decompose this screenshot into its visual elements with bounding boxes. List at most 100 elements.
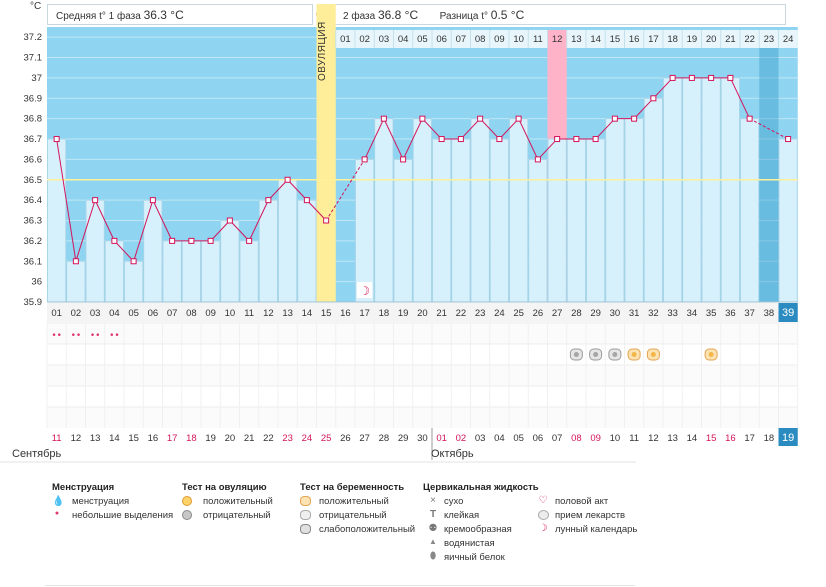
legend-ovulation-negative: отрицательный [203, 510, 271, 521]
series-segment [653, 77, 673, 99]
data-point [592, 136, 599, 143]
y-tick-label: 36.4 [24, 195, 43, 206]
data-point [207, 237, 214, 244]
cycle-day-label: 18 [379, 308, 390, 319]
data-point [226, 217, 233, 224]
series-segment [268, 179, 288, 201]
temperature-column [393, 159, 413, 303]
cycle-day-row [47, 303, 798, 322]
post-ovulation-day-label: 11 [533, 34, 543, 45]
post-ovulation-day-label: 07 [456, 34, 467, 45]
today-marker [778, 428, 798, 446]
temperature-column [124, 260, 144, 303]
date-label: 19 [782, 432, 794, 444]
date-label: 26 [340, 433, 351, 444]
legend-menstruation-item: менструация [72, 496, 130, 507]
pregnancy-weak-icon [300, 524, 311, 534]
data-point [53, 136, 60, 143]
temperature-column [720, 77, 740, 303]
temperature-column [297, 199, 317, 303]
cycle-day-label: 24 [494, 308, 505, 319]
legend-cervical-watery: водянистая [444, 538, 495, 549]
phase1-summary: Средняя t° 1 фаза 36.3 °C [47, 4, 313, 25]
cycle-day-label: 16 [340, 308, 351, 319]
cycle-day-label: 05 [128, 308, 139, 319]
y-tick-label: 37.2 [24, 32, 43, 43]
post-ovulation-day-label: 02 [359, 34, 370, 45]
series-segment [229, 220, 250, 242]
series-segment [306, 199, 327, 221]
post-ovulation-day-label: 24 [783, 34, 794, 45]
y-tick-label: 37 [31, 73, 42, 84]
moon-marker-icon: ☽ [359, 284, 370, 298]
pregnancy-test-dot [650, 352, 656, 357]
temperature-column [143, 199, 163, 303]
intercourse-icon: ♡ [538, 495, 548, 506]
cycle-day-label: 12 [263, 308, 274, 319]
series-segment [633, 97, 654, 120]
date-label: 16 [148, 433, 159, 444]
legend-ovulation-positive: положительный [203, 496, 273, 507]
data-point [515, 115, 522, 122]
date-label: 10 [610, 433, 621, 444]
date-label: 28 [379, 433, 390, 444]
temperature-column [682, 77, 702, 303]
data-point [688, 74, 695, 81]
date-label: 17 [744, 433, 755, 444]
date-label: 18 [186, 433, 197, 444]
cycle-day-label: 21 [436, 308, 447, 319]
data-point [573, 136, 580, 143]
legend-ovulation-test-title: Тест на овуляцию [182, 482, 267, 493]
menstruation-mark: •• [109, 331, 120, 341]
post-ovulation-day-label: 06 [436, 34, 447, 45]
temperature-column [374, 118, 394, 303]
cycle-day-label: 26 [533, 308, 544, 319]
temperature-column [509, 118, 529, 303]
phase2-value: 36.8 °C [377, 8, 419, 22]
moon-icon: ☽ [538, 523, 548, 534]
post-ovulation-day-label: 21 [725, 34, 736, 45]
y-tick-label: 36.8 [24, 114, 43, 125]
series-segment [422, 118, 442, 140]
legend-intercourse: половой акт [555, 496, 609, 507]
date-label: 12 [71, 433, 82, 444]
current-day-marker [778, 303, 798, 322]
date-label: 14 [687, 433, 698, 444]
data-point [457, 136, 464, 143]
post-ovulation-day-label: 08 [475, 34, 486, 45]
data-point [130, 258, 137, 265]
data-point [323, 217, 330, 224]
temperature-column [181, 240, 201, 303]
series-segment [460, 118, 481, 140]
month-label-october: Октябрь [431, 448, 474, 460]
series-segment [94, 199, 115, 242]
date-label: 12 [648, 433, 659, 444]
temperature-column [528, 159, 548, 303]
data-point [188, 237, 195, 244]
date-label: 19 [205, 433, 216, 444]
data-point [92, 197, 99, 204]
cycle-day-label: 02 [71, 308, 82, 319]
moon-marker-bg [357, 282, 373, 298]
post-ovulation-day-label: 05 [417, 34, 428, 45]
series-segment [499, 118, 519, 140]
date-label: 22 [263, 433, 274, 444]
temperature-column [778, 138, 798, 303]
series-segment [729, 77, 751, 119]
phase1-value: 36.3 °C [143, 8, 184, 22]
month-label-september: Сентябрь [12, 448, 62, 460]
legend-cervical-creamy: кремообразная [444, 524, 512, 535]
watery-icon: ▲ [429, 537, 437, 546]
post-ovulation-day-label: 15 [610, 34, 621, 45]
date-label: 01 [436, 433, 447, 444]
date-label: 25 [321, 433, 332, 444]
date-label: 15 [128, 433, 139, 444]
data-point [361, 156, 368, 163]
date-label: 02 [456, 433, 467, 444]
temperature-column [412, 118, 432, 303]
data-point [303, 197, 310, 204]
legend-cervical-egg-white: яичный белок [444, 552, 505, 563]
medication-icon [538, 510, 549, 520]
data-point [611, 115, 618, 122]
phase1-label: Средняя t° 1 фаза [56, 11, 141, 22]
